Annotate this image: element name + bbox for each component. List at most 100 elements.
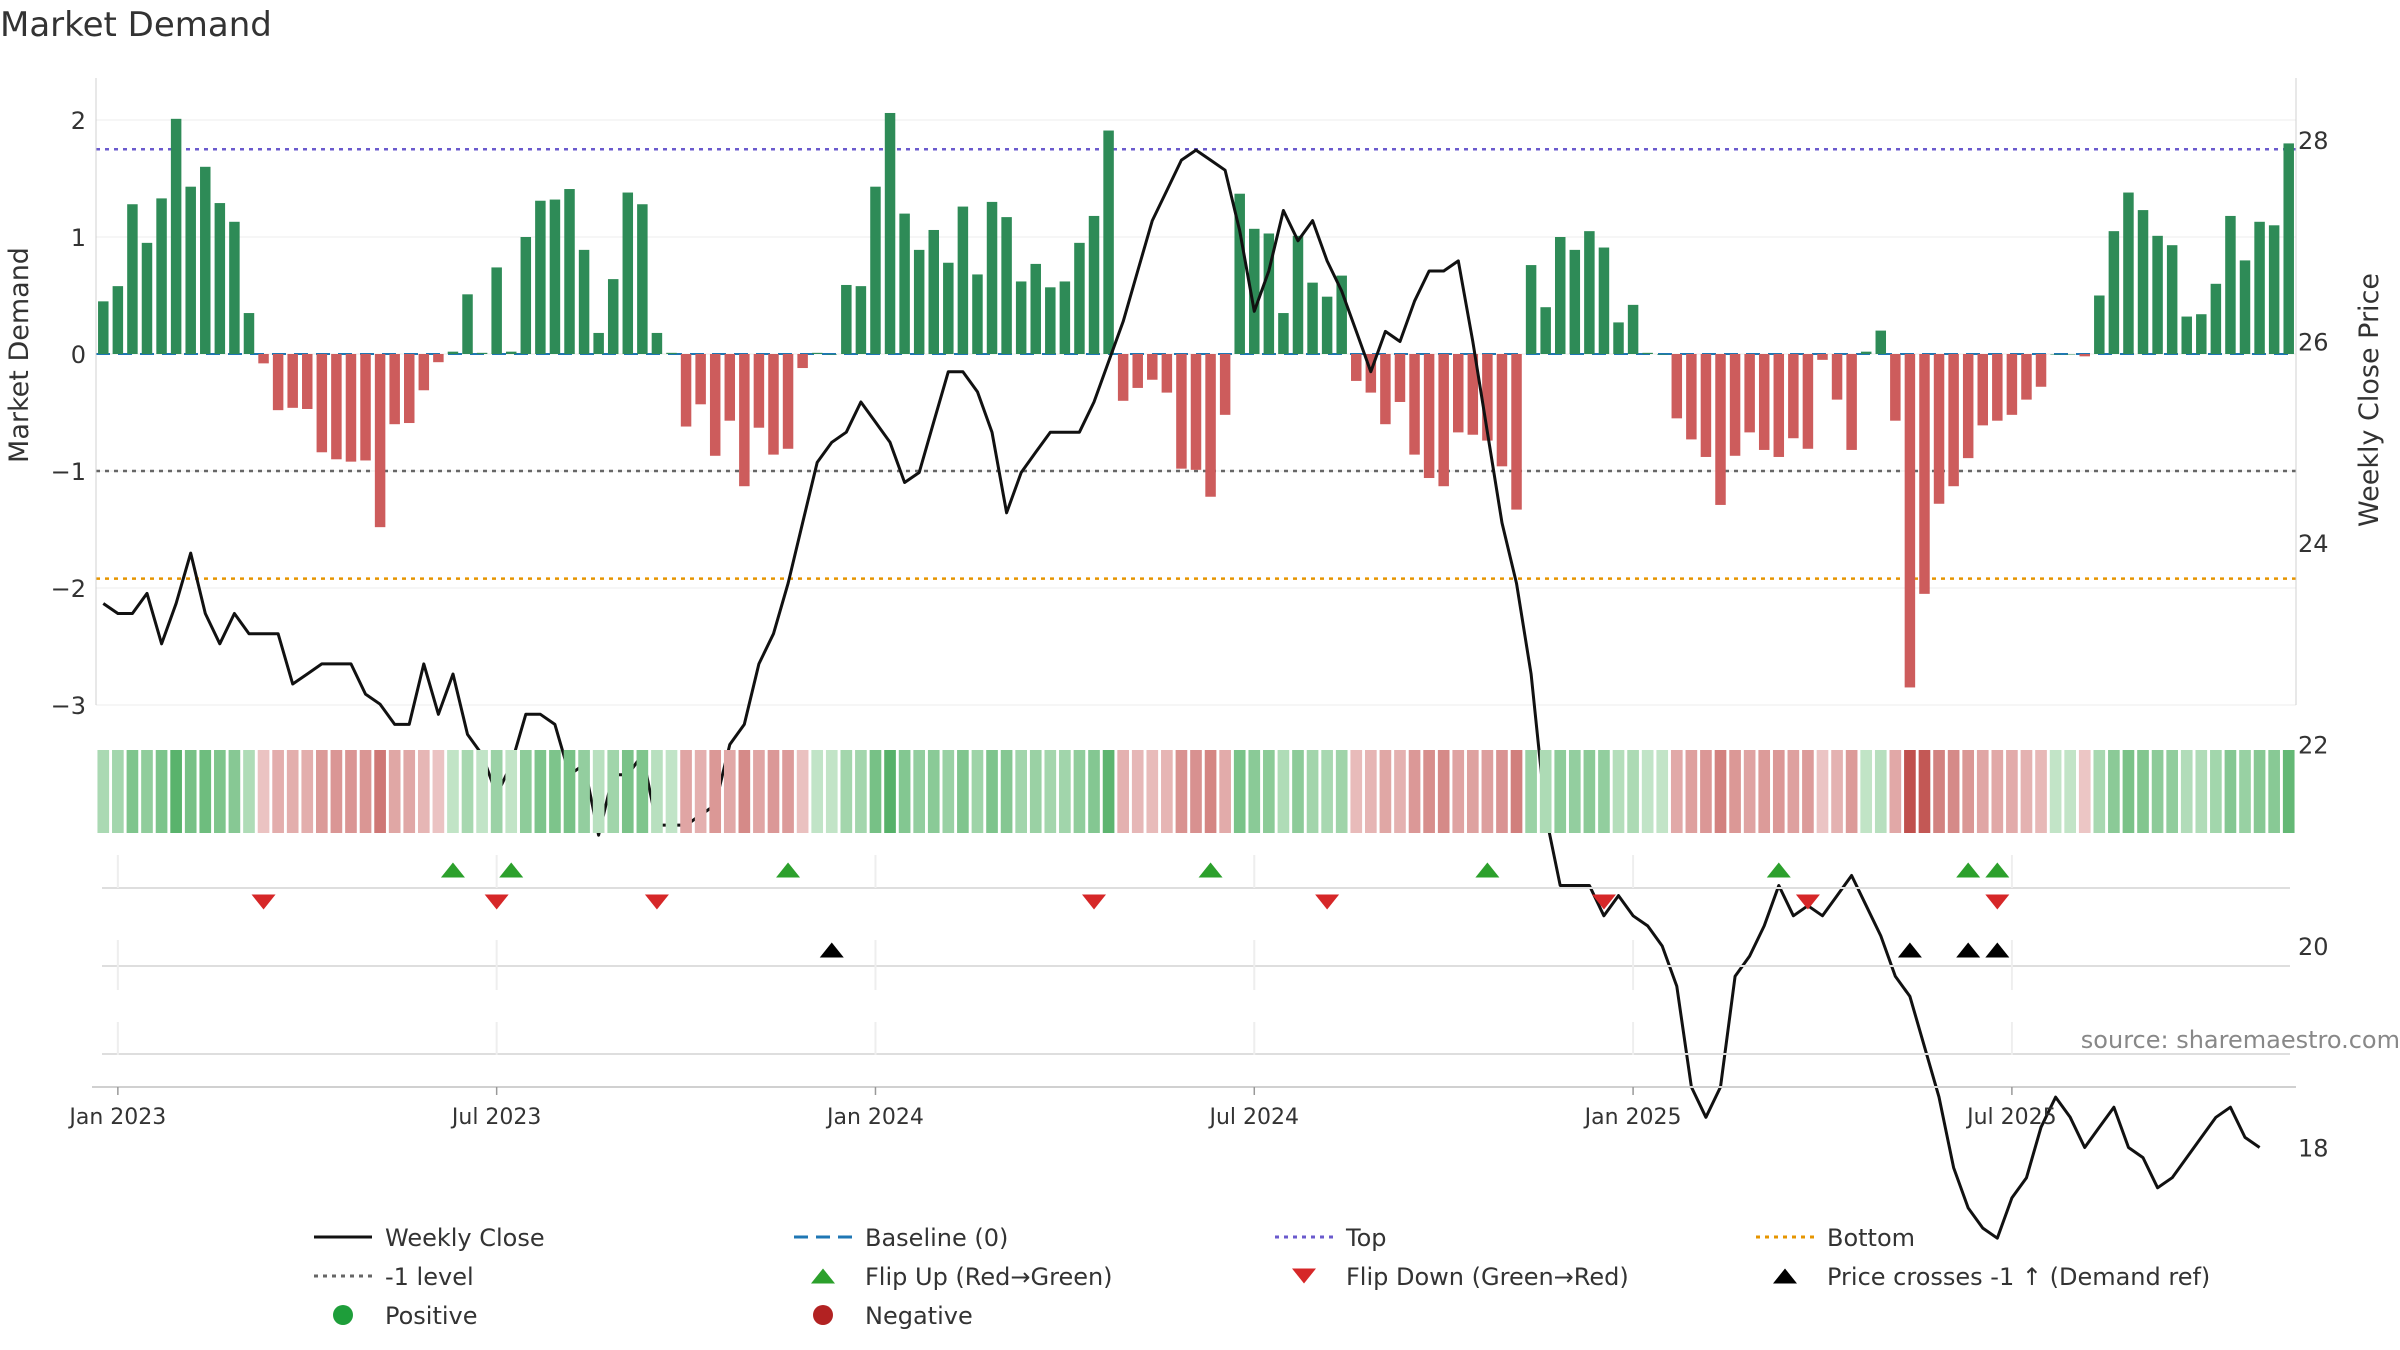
demand-bar-negative	[1161, 354, 1173, 393]
demand-bar-positive	[229, 221, 240, 354]
demand-bar-positive	[1642, 352, 1653, 354]
demand-bar-negative	[1423, 354, 1435, 479]
chart-title: Market Demand	[0, 5, 272, 45]
axes: 2 1 0 −1 −2 −3 28 26 24 22 20 18	[51, 78, 2329, 1163]
strip-cell	[2224, 750, 2237, 833]
price-cross-marker	[1897, 942, 1922, 958]
strip-cell	[301, 750, 314, 833]
demand-bar-positive	[2196, 314, 2207, 354]
demand-bar-positive	[127, 204, 138, 354]
flip-up-marker	[499, 862, 524, 878]
demand-bar-positive	[651, 332, 663, 354]
y2-tick-label: 22	[2298, 732, 2329, 760]
strip-cell	[607, 750, 620, 833]
demand-bar-negative	[374, 354, 386, 528]
strip-cell	[97, 750, 110, 833]
demand-bar-positive	[98, 301, 109, 354]
strip-cell	[1772, 750, 1785, 833]
strip-cell	[855, 750, 867, 833]
strip-cell	[782, 750, 794, 833]
demand-bar-positive	[1263, 233, 1275, 354]
strip-cell	[1437, 750, 1450, 833]
strip-cell	[330, 750, 343, 833]
demand-bar-positive	[1307, 282, 1318, 354]
strip-cell	[753, 750, 765, 833]
strip-cell	[1933, 750, 1945, 833]
demand-bar-negative	[433, 354, 444, 363]
strip-cell	[636, 750, 649, 833]
strip-cell	[1831, 750, 1843, 833]
strip-cell	[1904, 750, 1916, 833]
strip-cell	[1889, 750, 1902, 833]
flip-down-marker	[644, 894, 669, 910]
x-axis: Jan 2023 Jul 2023 Jan 2024 Jul 2024 Jan 2025…	[67, 1086, 2296, 1130]
demand-bar-negative	[1511, 354, 1522, 510]
demand-bar-positive	[1249, 228, 1260, 354]
strip-cell	[665, 750, 678, 833]
demand-bar-negative	[287, 354, 298, 408]
strip-cell	[1874, 750, 1887, 833]
strip-cell	[141, 750, 153, 833]
demand-bar-positive	[2166, 245, 2178, 354]
demand-bar-negative	[258, 354, 269, 364]
demand-bar-positive	[520, 237, 532, 354]
demand-bar-positive	[637, 204, 648, 354]
demand-bar-positive	[2050, 354, 2061, 355]
demand-bar-negative	[2006, 354, 2018, 415]
strip-cell	[1714, 750, 1727, 833]
strip-cell	[942, 750, 955, 833]
demand-bar-positive	[491, 267, 502, 354]
demand-bar-positive	[1234, 193, 1245, 354]
strip-cell	[1758, 750, 1771, 833]
demand-bar-negative	[360, 354, 371, 461]
strip-cell	[2006, 750, 2018, 833]
demand-bar-negative	[1409, 354, 1420, 455]
demand-bar-negative	[331, 354, 342, 460]
demand-bar-positive	[1045, 287, 1056, 354]
demand-bar-negative	[1482, 354, 1493, 441]
strip-cell	[1860, 750, 1873, 833]
flip-down-marker	[1795, 894, 1820, 910]
demand-bar-negative	[1190, 354, 1202, 470]
strip-cell	[1481, 750, 1494, 833]
demand-bar-positive	[447, 351, 459, 354]
demand-bar-negative	[1773, 354, 1785, 457]
demand-bar-negative	[316, 354, 328, 453]
price-line-group	[102, 148, 2261, 1240]
strip-cell	[563, 750, 576, 833]
demand-bar-negative	[709, 354, 721, 456]
demand-bar-positive	[841, 284, 852, 354]
strip-cell	[2253, 750, 2266, 833]
demand-bar-negative	[1351, 354, 1362, 381]
legend-swatch	[813, 1305, 833, 1325]
demand-bar-positive	[535, 200, 546, 354]
demand-bar-positive	[462, 294, 473, 354]
strip-cell	[1233, 750, 1246, 833]
strip-cell	[1263, 750, 1275, 833]
strip-cell	[1073, 750, 1086, 833]
strip-cell	[1292, 750, 1304, 833]
demand-bar-negative	[680, 354, 692, 427]
demand-bar-positive	[666, 352, 677, 354]
demand-bar-negative	[724, 354, 736, 421]
demand-bar-positive	[855, 286, 867, 354]
demand-bar-negative	[1919, 354, 1930, 594]
legend-swatch	[1292, 1268, 1316, 1284]
strip-cell	[1146, 750, 1159, 833]
demand-bar-positive	[2094, 295, 2105, 354]
demand-bar-positive	[2152, 235, 2163, 354]
strip-cell	[1700, 750, 1712, 833]
strip-cell	[1452, 750, 1465, 833]
strip-cell	[417, 750, 430, 833]
demand-bar-negative	[1758, 354, 1770, 450]
flip-up-marker	[1475, 862, 1500, 878]
y-axis-label: Market Demand	[4, 247, 35, 463]
strip-cell	[986, 750, 998, 833]
strip-cell	[1175, 750, 1188, 833]
strip-cell	[825, 750, 838, 833]
strip-cell	[1000, 750, 1013, 833]
strip-cell	[1583, 750, 1596, 833]
strip-cell	[1525, 750, 1537, 833]
demand-bar-negative	[1831, 354, 1843, 400]
strip-cell	[1059, 750, 1071, 833]
